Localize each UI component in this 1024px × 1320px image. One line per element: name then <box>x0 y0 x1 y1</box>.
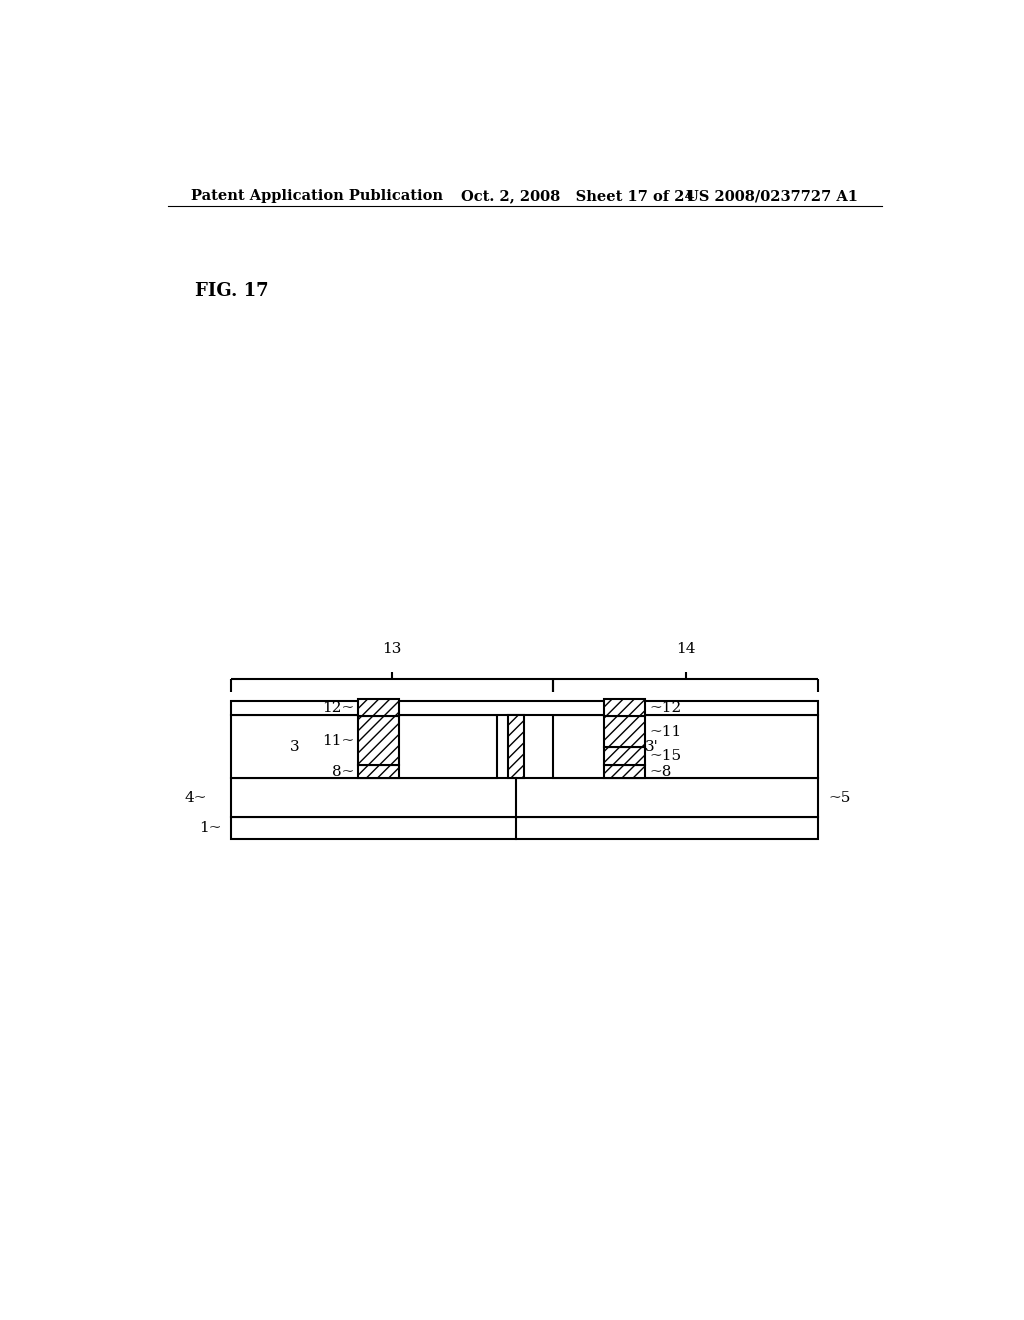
Text: 12~: 12~ <box>322 701 354 714</box>
Text: 3: 3 <box>290 741 299 754</box>
Text: ~11: ~11 <box>649 725 682 739</box>
Text: US 2008/0237727 A1: US 2008/0237727 A1 <box>686 189 858 203</box>
Bar <box>604 700 645 717</box>
Text: ~12: ~12 <box>649 701 682 714</box>
Text: ~8: ~8 <box>649 764 672 779</box>
Text: 1~: 1~ <box>199 821 221 836</box>
Bar <box>553 715 818 779</box>
Text: ~5: ~5 <box>828 791 850 805</box>
Bar <box>231 779 818 817</box>
Bar <box>358 766 399 779</box>
Bar <box>231 701 818 715</box>
Bar <box>231 715 497 779</box>
Text: 11~: 11~ <box>322 734 354 748</box>
Text: ~15: ~15 <box>649 748 682 763</box>
Text: Oct. 2, 2008   Sheet 17 of 24: Oct. 2, 2008 Sheet 17 of 24 <box>461 189 695 203</box>
Text: 14: 14 <box>676 643 695 656</box>
Text: 8~: 8~ <box>332 764 354 779</box>
Text: Patent Application Publication: Patent Application Publication <box>191 189 443 203</box>
Bar <box>604 747 645 766</box>
Text: 3': 3' <box>645 741 658 754</box>
Bar <box>358 717 399 766</box>
Bar <box>231 817 818 840</box>
Bar <box>508 715 524 779</box>
Text: FIG. 17: FIG. 17 <box>196 281 269 300</box>
Bar <box>604 766 645 779</box>
Bar <box>604 717 645 747</box>
Text: 13: 13 <box>382 643 401 656</box>
Bar <box>358 700 399 717</box>
Text: 4~: 4~ <box>185 791 207 805</box>
